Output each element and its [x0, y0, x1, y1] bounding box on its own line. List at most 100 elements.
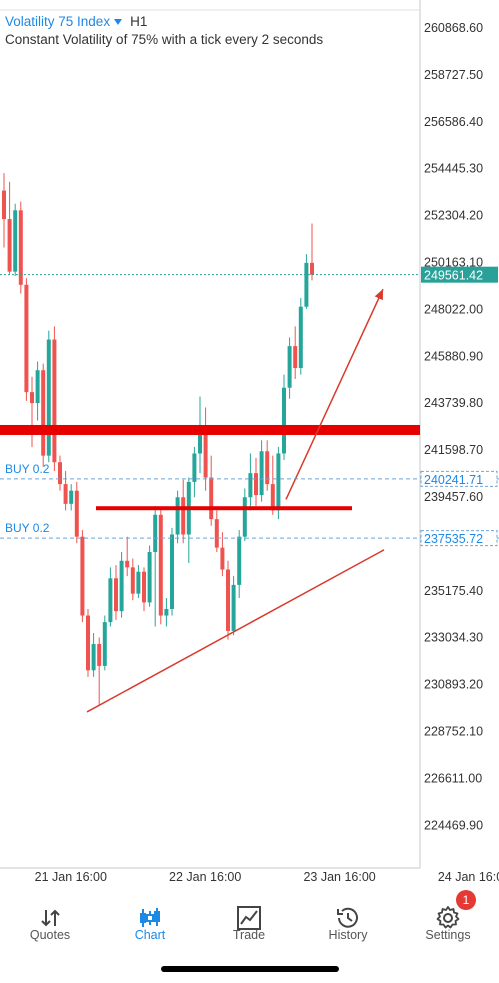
- support-level-line[interactable]: [96, 506, 352, 511]
- trend-line[interactable]: [86, 549, 385, 713]
- candle-body: [119, 560, 124, 612]
- candle: [30, 376, 34, 447]
- candle-body: [102, 622, 107, 666]
- candle-body: [7, 219, 12, 272]
- candle: [220, 532, 225, 577]
- candle-body: [125, 560, 130, 568]
- candle: [231, 576, 236, 636]
- candle-body: [158, 514, 163, 616]
- candle-body: [52, 339, 57, 463]
- candle-body: [282, 387, 286, 454]
- candle-body: [242, 497, 247, 537]
- candle-body: [63, 484, 68, 504]
- candle: [270, 455, 275, 515]
- symbol-name[interactable]: Volatility 75 Index: [5, 14, 111, 29]
- candle: [186, 477, 191, 563]
- price-tick-label: 254445.30: [424, 162, 483, 176]
- price-tick-label: 230893.20: [424, 678, 483, 692]
- order-label[interactable]: BUY 0.2: [5, 462, 50, 476]
- candle: [153, 506, 158, 627]
- candle: [74, 481, 79, 544]
- price-tick-label: 260868.60: [424, 21, 483, 35]
- candle: [130, 558, 135, 601]
- candle: [114, 565, 118, 620]
- price-tick-label: 252304.20: [424, 209, 483, 223]
- candle: [24, 278, 29, 401]
- price-tick-label: 258727.50: [424, 68, 483, 82]
- candle-body: [130, 567, 135, 594]
- candle: [52, 326, 57, 471]
- candle: [214, 510, 219, 553]
- tab-quotes[interactable]: Quotes: [0, 895, 100, 955]
- candlestick-chart-icon: [140, 908, 160, 927]
- candle-body: [30, 392, 34, 404]
- price-tick-label: 243739.80: [424, 396, 483, 410]
- price-chart[interactable]: BUY 0.2 240241.71 BUY 0.2 237535.72 260868.6…: [0, 0, 499, 895]
- candle-body: [58, 462, 62, 485]
- candle: [226, 560, 230, 640]
- candle-body: [298, 306, 303, 369]
- price-tick-label: 239457.60: [424, 490, 483, 504]
- price-tick-label: 235175.40: [424, 584, 483, 598]
- price-tick-label: 256586.40: [424, 115, 483, 129]
- tab-settings[interactable]: 1 Settings: [398, 890, 498, 955]
- tab-label: Quotes: [29, 928, 71, 942]
- candle-body: [270, 484, 275, 511]
- order-price-box: [420, 530, 498, 547]
- quotes-arrows-icon: [41, 909, 60, 927]
- candle-body: [293, 346, 298, 369]
- candle: [58, 455, 62, 491]
- candle: [293, 326, 298, 379]
- candle-body: [304, 262, 309, 307]
- trade-chart-icon: [237, 906, 261, 930]
- price-tick-label: 241598.70: [424, 443, 483, 457]
- order-label[interactable]: BUY 0.2: [5, 521, 50, 535]
- candle: [2, 173, 6, 248]
- time-tick-label: 21 Jan 16:00: [35, 870, 107, 884]
- candle-body: [203, 429, 208, 478]
- candle: [254, 457, 258, 507]
- tab-trade[interactable]: Trade: [199, 895, 299, 955]
- chart-area[interactable]: BUY 0.2 240241.71 BUY 0.2 237535.72 260868.6…: [0, 0, 499, 895]
- price-tick-label: 226611.00: [424, 771, 482, 785]
- candle: [158, 508, 163, 625]
- candle-body: [108, 578, 113, 623]
- tab-label: Trade: [232, 928, 266, 942]
- candle: [46, 330, 51, 463]
- candle-body: [214, 519, 219, 548]
- candle-body: [220, 547, 225, 570]
- tab-label: Settings: [425, 928, 471, 942]
- candle-body: [276, 453, 281, 511]
- price-tick-label: 250163.10: [424, 256, 483, 270]
- candle: [170, 527, 174, 616]
- candle: [298, 297, 303, 375]
- candle-body: [41, 370, 46, 456]
- candle: [259, 440, 264, 502]
- candle: [102, 615, 107, 671]
- projection-arrow-line[interactable]: [285, 288, 384, 500]
- price-tick-label: 224469.90: [424, 818, 483, 832]
- candle: [80, 530, 85, 623]
- candle: [125, 536, 130, 577]
- candle: [282, 374, 286, 461]
- home-indicator[interactable]: [161, 966, 339, 972]
- timeframe-label[interactable]: H1: [130, 14, 148, 29]
- candle: [203, 407, 208, 491]
- candle-body: [198, 429, 202, 454]
- candle: [97, 637, 102, 706]
- candle-body: [13, 210, 18, 272]
- candle-body: [170, 534, 174, 609]
- candle-body: [24, 284, 29, 393]
- time-tick-label: 23 Jan 16:00: [303, 870, 375, 884]
- tab-history[interactable]: History: [298, 895, 398, 955]
- symbol-selector[interactable]: Volatility 75 Index H1: [5, 14, 147, 29]
- tab-chart[interactable]: Chart: [100, 895, 200, 955]
- candle: [136, 565, 141, 599]
- resistance-zone-line[interactable]: [0, 424, 420, 435]
- candle: [175, 490, 180, 544]
- dropdown-caret-icon[interactable]: [114, 18, 123, 25]
- candle-body: [237, 536, 242, 585]
- candle-body: [231, 584, 236, 631]
- candle-body: [86, 615, 90, 671]
- price-tick-label: 245880.90: [424, 349, 483, 363]
